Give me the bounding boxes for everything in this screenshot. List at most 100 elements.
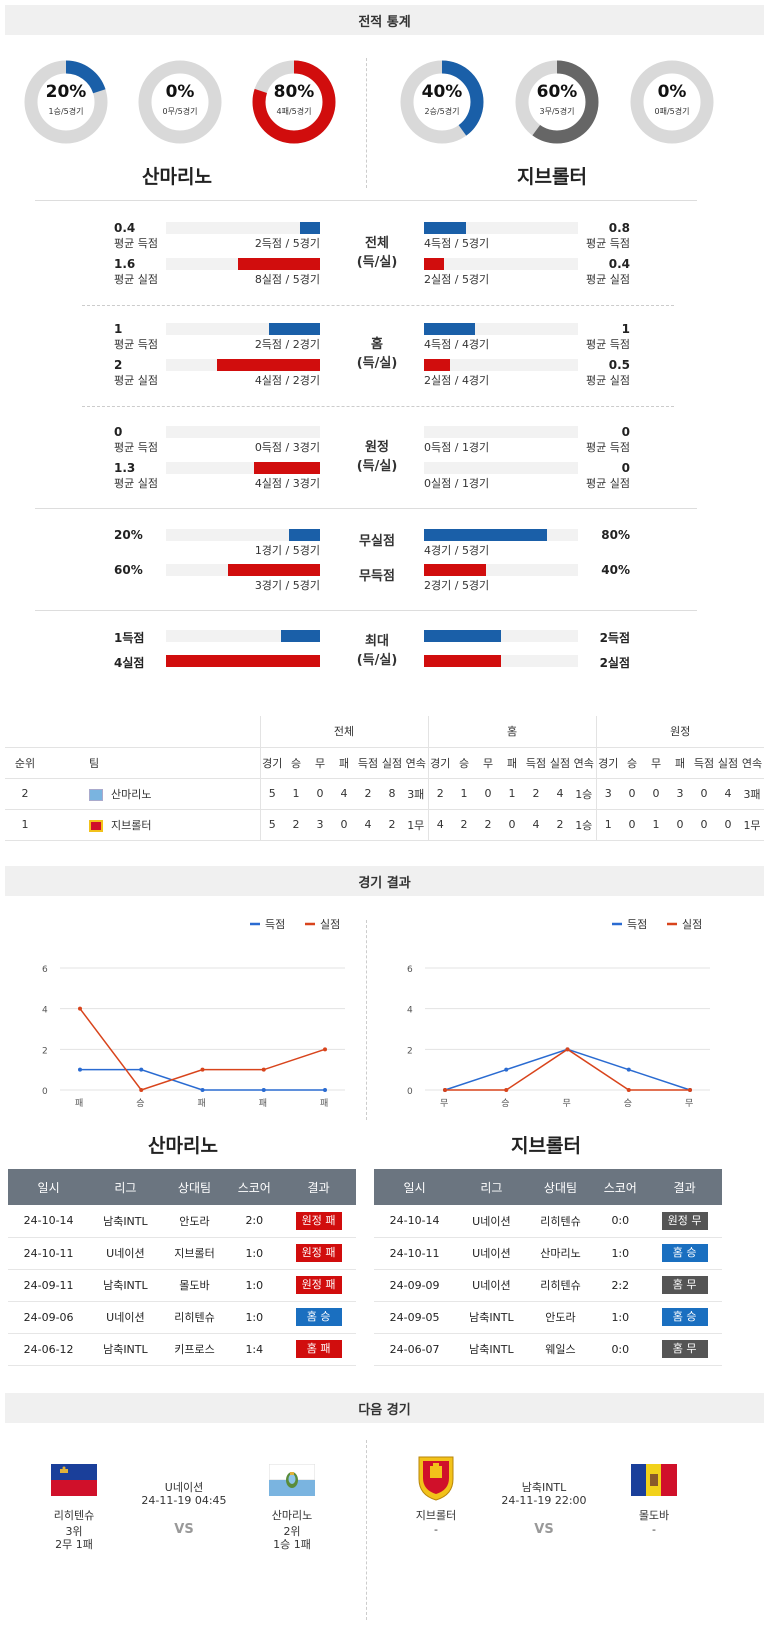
right-bar-caption: 0득점 / 1경기 — [424, 441, 490, 454]
standings-group-home: 홈 — [427, 716, 596, 747]
left-stat-bar — [217, 359, 320, 371]
stat-group-label: 전체 (득/실) — [337, 234, 417, 272]
standings-cell: 0 — [316, 787, 324, 800]
left-stat-bar — [269, 323, 320, 335]
next2-team2[interactable]: 몰도바 — [638, 1509, 670, 1522]
left-stat-bar — [166, 655, 320, 667]
data-point — [504, 1067, 509, 1072]
results-row: 24-09-09 U네이션 리히텐슈 2:2 홈 무 — [374, 1269, 722, 1302]
results-date: 24-09-09 — [374, 1269, 456, 1302]
away-results-title: 지브롤터 — [511, 1135, 581, 1157]
results-opp[interactable]: 웨일스 — [527, 1333, 594, 1366]
away-form-chart: 득점 실점 0 2 4 6 무 승 무 승 무 — [407, 918, 710, 1109]
right-stat-bar — [424, 258, 444, 270]
standings-cell: 5 — [259, 778, 284, 809]
next2-team1[interactable]: 지브롤터 — [415, 1509, 457, 1522]
standings-cell: 1승 — [575, 818, 593, 832]
donut-caption: 2승/5경기 — [424, 107, 460, 116]
standings-team[interactable]: 지브롤터 — [45, 809, 260, 840]
result-badge: 홈 승 — [661, 1308, 708, 1326]
right-stat-value: 0.5 — [608, 358, 630, 372]
results-opp[interactable]: 리히텐슈 — [527, 1205, 594, 1238]
standings-header: 실점 — [717, 756, 739, 770]
stats-section-title: 전적 통계 — [5, 5, 764, 35]
results-score: 1:0 — [227, 1237, 282, 1270]
right-stat-value: 80% — [601, 528, 630, 542]
right-stat-bar — [424, 222, 466, 234]
results-row: 24-10-11 U네이션 산마리노 1:0 홈 승 — [374, 1237, 722, 1270]
results-opp[interactable]: 키프로스 — [161, 1333, 228, 1366]
results-opp[interactable]: 안도라 — [161, 1205, 228, 1238]
results-opp[interactable]: 안도라 — [527, 1301, 594, 1334]
standings-header: 승 — [458, 756, 470, 770]
legend-label: 득점 — [627, 918, 647, 931]
results-row: 24-06-07 남축INTL 웨일스 0:0 홈 무 — [374, 1333, 722, 1366]
results-outcome: 홈 승 — [281, 1301, 356, 1334]
chart-legend: 득점 실점 — [612, 918, 702, 931]
standings-rank: 1 — [21, 818, 29, 831]
liechtenstein-flag-icon — [51, 1464, 97, 1496]
left-stat-bar — [238, 258, 320, 270]
results-row: 24-09-06 U네이션 리히텐슈 1:0 홈 승 — [8, 1301, 356, 1334]
next1-vs: VS — [174, 1522, 194, 1537]
home-team-name: 산마리노 — [142, 166, 212, 188]
next1-team1[interactable]: 리히텐슈 — [53, 1509, 95, 1522]
standings-header: 연속 — [573, 756, 594, 770]
away-donut-0: 40% 2승/5경기 — [398, 58, 486, 146]
chart-legend: 득점 실점 — [250, 918, 340, 931]
standings-cell: 0 — [676, 818, 684, 831]
standings-cell: 4 — [364, 818, 372, 831]
divider — [35, 610, 697, 611]
results-league: 남축INTL — [89, 1269, 162, 1302]
away-team-name: 지브롤터 — [517, 166, 587, 188]
results-row: 24-10-11 U네이션 지브롤터 1:0 원정 패 — [8, 1237, 356, 1270]
data-point — [323, 1047, 327, 1052]
standings-cell: 3 — [316, 818, 324, 831]
right-bar-caption: 2실점 / 5경기 — [424, 273, 490, 286]
home-results-title: 산마리노 — [148, 1135, 218, 1157]
standings-cell: 1승 — [575, 787, 593, 801]
standings-cell: 0 — [724, 818, 732, 831]
results-opp[interactable]: 지브롤터 — [161, 1237, 228, 1270]
standings-cell: 2 — [532, 787, 540, 800]
away-donut-1: 60% 3무/5경기 — [513, 58, 601, 146]
results-header: 스코어 — [227, 1169, 282, 1205]
results-opp[interactable]: 몰도바 — [161, 1269, 228, 1302]
left-stat-value: 4실점 — [114, 656, 145, 670]
x-tick-label: 패 — [198, 1098, 206, 1109]
donut-caption: 0무/5경기 — [162, 107, 198, 116]
standings-cell: 1 — [508, 787, 516, 800]
left-stat-value: 2 — [114, 358, 123, 372]
next1-team1-rank: 3위 — [65, 1525, 83, 1538]
results-score: 1:0 — [227, 1301, 282, 1334]
right-stat-bar — [424, 529, 547, 541]
data-point — [200, 1067, 205, 1072]
left-stat-label: 평균 득점 — [114, 338, 158, 351]
results-header: 스코어 — [593, 1169, 648, 1205]
results-score: 1:4 — [227, 1333, 282, 1366]
stat-group-sub: (득/실) — [356, 459, 398, 474]
next1-team2[interactable]: 산마리노 — [271, 1509, 313, 1522]
standings-cell: 0 — [340, 818, 348, 831]
left-stat-value: 20% — [114, 528, 143, 542]
right-bar-caption: 0실점 / 1경기 — [424, 477, 490, 490]
standings-cell: 0 — [628, 818, 636, 831]
standings-cell: 2 — [460, 818, 468, 831]
divider — [35, 508, 697, 509]
results-opp[interactable]: 리히텐슈 — [161, 1301, 228, 1334]
standings-cell: 2 — [364, 787, 372, 800]
results-header: 일시 — [8, 1169, 90, 1205]
left-stat-value: 1.6 — [114, 257, 136, 271]
left-stat-value: 1.3 — [114, 461, 136, 475]
standings-header: 패 — [338, 756, 350, 770]
standings-team[interactable]: 산마리노 — [45, 778, 260, 809]
results-date: 24-10-14 — [8, 1205, 90, 1238]
home-form-chart: 득점 실점 0 2 4 6 패 승 패 패 패 — [42, 918, 345, 1109]
results-opp[interactable]: 산마리노 — [527, 1237, 594, 1270]
standings-header: 득점 — [525, 756, 547, 770]
results-outcome: 홈 패 — [281, 1333, 356, 1366]
donut-percent: 40% — [421, 82, 463, 102]
results-opp[interactable]: 리히텐슈 — [527, 1269, 594, 1302]
results-header: 결과 — [647, 1169, 722, 1205]
results-score: 1:0 — [227, 1269, 282, 1302]
